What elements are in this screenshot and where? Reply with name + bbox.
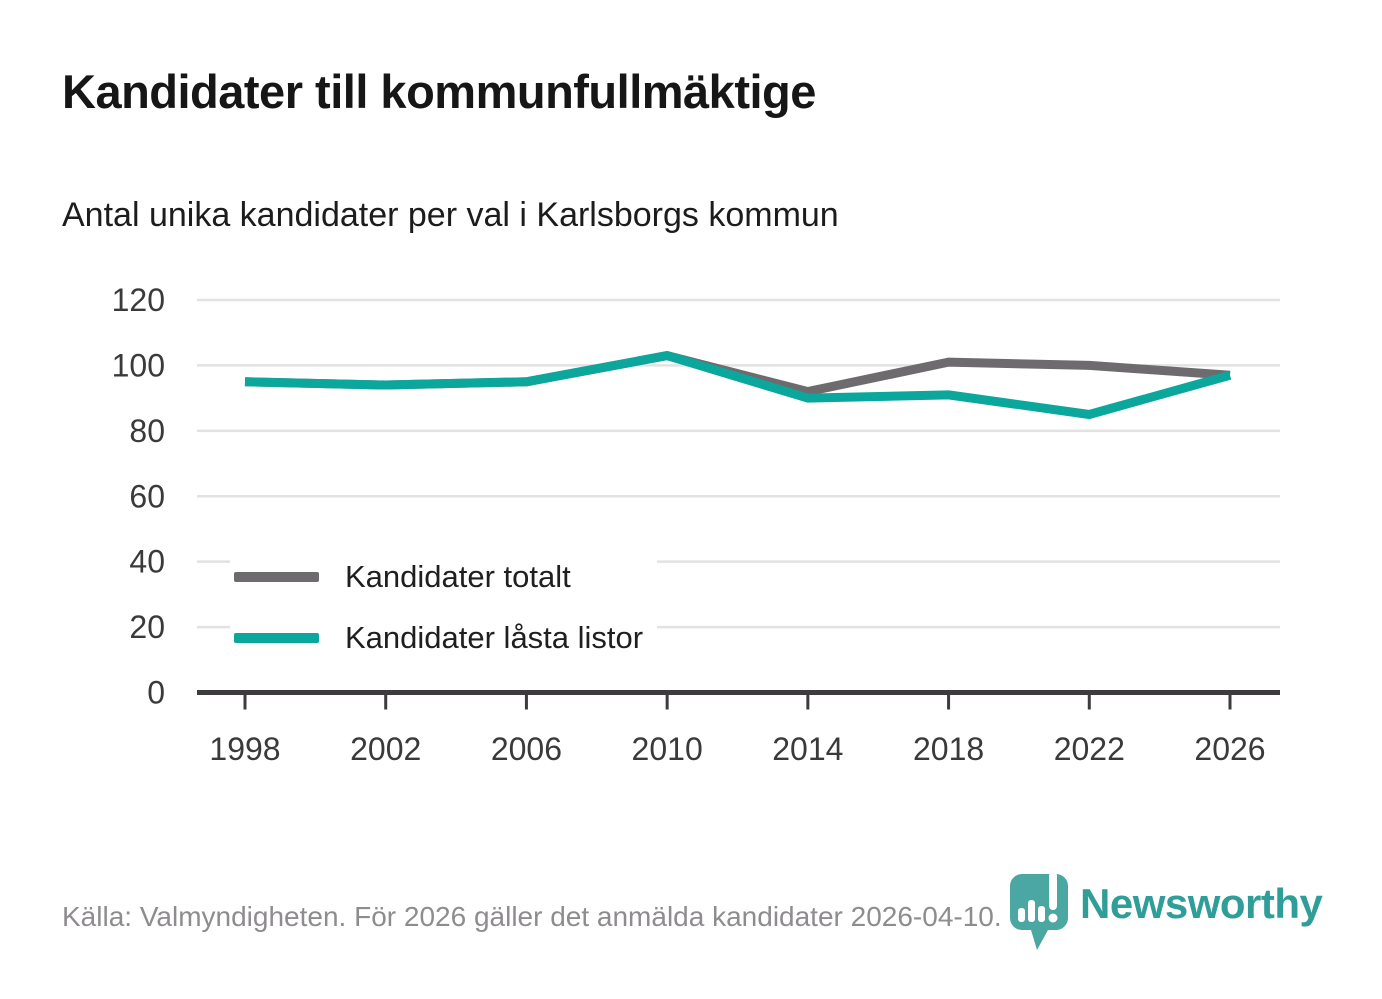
newsworthy-pin-barchart-icon — [1010, 872, 1068, 950]
x-tick-labels: 1998 2002 2006 2010 2014 2018 2022 2026 — [209, 731, 1265, 767]
svg-text:2002: 2002 — [350, 731, 421, 767]
series-line-kandidater-l-sta-listor — [244, 351, 1232, 419]
svg-text:120: 120 — [112, 282, 165, 318]
legend-label-totalt: Kandidater totalt — [345, 559, 571, 594]
x-axis-ticks — [243, 695, 1232, 710]
svg-text:20: 20 — [129, 609, 165, 645]
page-title: Kandidater till kommunfullmäktige — [62, 65, 816, 118]
svg-text:40: 40 — [129, 544, 165, 580]
newsworthy-wordmark: Newsworthy — [1080, 880, 1323, 927]
svg-text:60: 60 — [129, 478, 165, 514]
chart-subtitle: Antal unika kandidater per val i Karlsbo… — [62, 196, 839, 234]
svg-text:2022: 2022 — [1054, 731, 1125, 767]
legend-swatch-lasta-listor — [234, 633, 319, 643]
svg-text:2026: 2026 — [1194, 731, 1265, 767]
svg-text:2014: 2014 — [772, 731, 843, 767]
legend-item-kandidater-lasta-listor: Kandidater låsta listor — [230, 616, 658, 660]
legend-swatch-totalt — [234, 572, 319, 582]
newsworthy-logo: Newsworthy — [1008, 872, 1323, 956]
chart-legend: Kandidater totalt Kandidater låsta listo… — [230, 555, 658, 660]
source-note: Källa: Valmyndigheten. För 2026 gäller d… — [62, 901, 1002, 932]
legend-item-kandidater-totalt: Kandidater totalt — [230, 555, 658, 599]
svg-text:2010: 2010 — [632, 731, 703, 767]
svg-text:0: 0 — [147, 675, 165, 711]
svg-text:80: 80 — [129, 413, 165, 449]
svg-text:2006: 2006 — [491, 731, 562, 767]
svg-text:2018: 2018 — [913, 731, 984, 767]
svg-text:1998: 1998 — [209, 731, 280, 767]
svg-text:100: 100 — [112, 347, 165, 383]
legend-label-lasta-listor: Kandidater låsta listor — [345, 620, 644, 655]
y-tick-labels: 0 20 40 60 80 100 120 — [112, 282, 165, 710]
